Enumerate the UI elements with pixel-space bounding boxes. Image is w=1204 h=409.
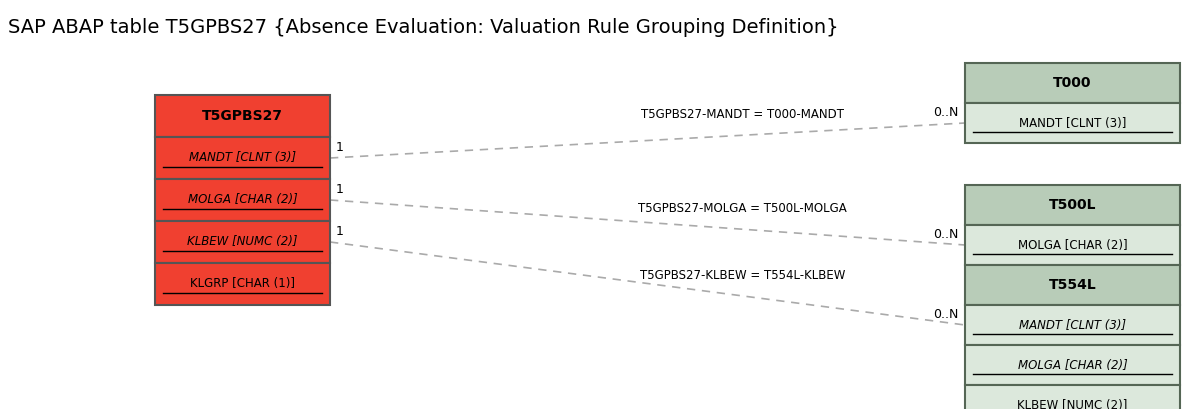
Bar [155,263,330,305]
Bar [964,103,1180,143]
Bar [964,225,1180,265]
Bar [964,63,1180,103]
Text: T554L: T554L [1049,278,1097,292]
Text: 0..N: 0..N [933,106,960,119]
Bar [964,185,1180,225]
Bar [155,95,330,137]
Text: KLBEW [NUMC (2)]: KLBEW [NUMC (2)] [188,236,297,249]
Text: 1: 1 [336,225,344,238]
Bar [964,385,1180,409]
Text: MOLGA [CHAR (2)]: MOLGA [CHAR (2)] [1017,238,1127,252]
Text: MANDT [CLNT (3)]: MANDT [CLNT (3)] [1019,117,1126,130]
Text: 0..N: 0..N [933,308,960,321]
Text: MOLGA [CHAR (2)]: MOLGA [CHAR (2)] [188,193,297,207]
Text: KLGRP [CHAR (1)]: KLGRP [CHAR (1)] [190,277,295,290]
Bar [155,221,330,263]
Text: 1: 1 [336,183,344,196]
Bar [964,265,1180,305]
Text: T5GPBS27-MANDT = T000-MANDT: T5GPBS27-MANDT = T000-MANDT [642,108,844,121]
Bar [155,179,330,221]
Bar [964,345,1180,385]
Text: T5GPBS27-MOLGA = T500L-MOLGA: T5GPBS27-MOLGA = T500L-MOLGA [638,202,848,215]
Text: 1: 1 [336,141,344,154]
Bar [964,305,1180,345]
Text: T5GPBS27-KLBEW = T554L-KLBEW: T5GPBS27-KLBEW = T554L-KLBEW [641,269,845,282]
Text: MANDT [CLNT (3)]: MANDT [CLNT (3)] [189,151,296,164]
Text: MANDT [CLNT (3)]: MANDT [CLNT (3)] [1019,319,1126,332]
Text: SAP ABAP table T5GPBS27 {Absence Evaluation: Valuation Rule Grouping Definition}: SAP ABAP table T5GPBS27 {Absence Evaluat… [8,18,839,37]
Bar [155,137,330,179]
Text: 0..N: 0..N [933,228,960,241]
Text: T5GPBS27: T5GPBS27 [202,109,283,123]
Text: KLBEW [NUMC (2)]: KLBEW [NUMC (2)] [1017,398,1128,409]
Text: T500L: T500L [1049,198,1097,212]
Text: MOLGA [CHAR (2)]: MOLGA [CHAR (2)] [1017,359,1127,371]
Text: T000: T000 [1054,76,1092,90]
